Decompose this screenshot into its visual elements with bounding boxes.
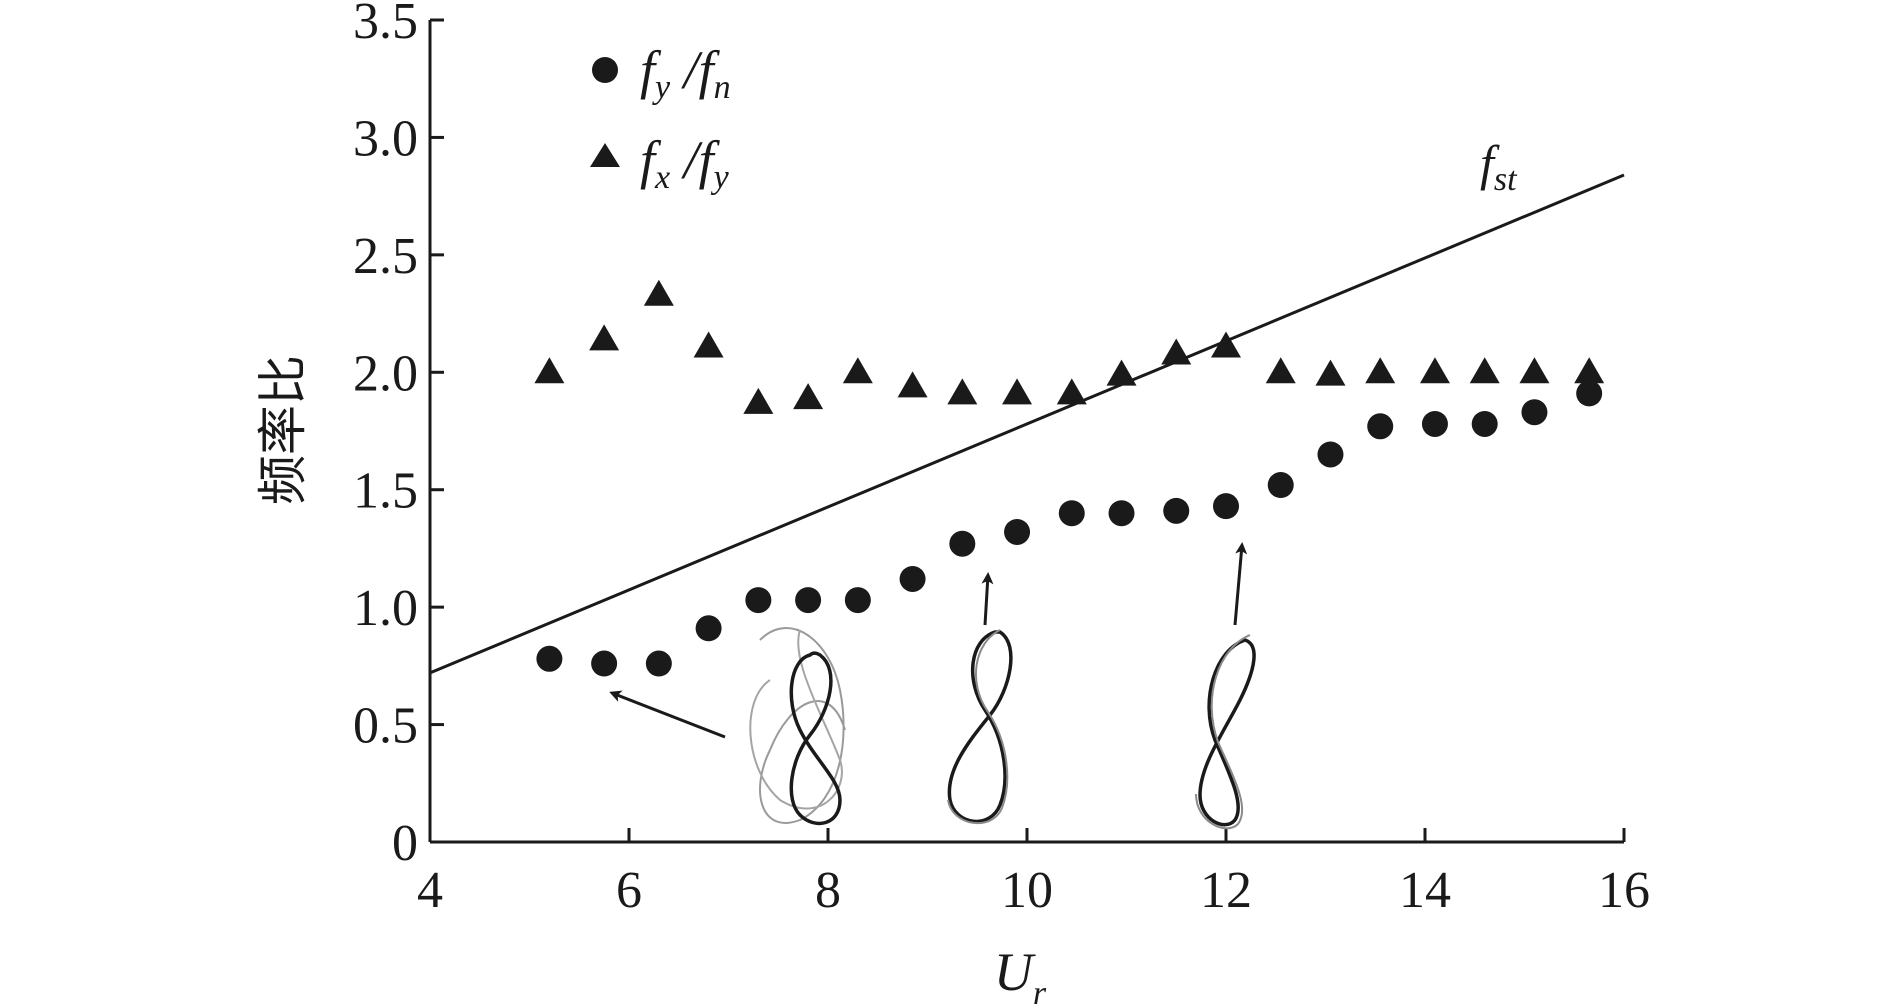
- point-fy-fn: [1367, 413, 1394, 440]
- point-fx-fy: [589, 324, 620, 351]
- legend-marker-triangle: [590, 143, 620, 167]
- point-fx-fy: [534, 357, 565, 384]
- arrow-to-point-2: [981, 572, 994, 626]
- point-fx-fy: [1519, 357, 1550, 384]
- legend-fy2-sub: y: [711, 159, 730, 196]
- point-fx-fy: [743, 387, 774, 414]
- point-fx-fy: [897, 371, 928, 398]
- x-axis-title-sub: r: [1033, 975, 1047, 1005]
- x-ticks: 4 6 8 10 12 14 16: [417, 828, 1650, 919]
- point-fx-fy: [1469, 357, 1500, 384]
- point-fy-fn: [844, 587, 871, 614]
- point-fx-fy: [947, 378, 978, 405]
- trajectory-inset-2: [947, 629, 1013, 825]
- x-tick-label: 8: [815, 862, 841, 919]
- y-ticks: 0 0.5 1.0 1.5 2.0 2.5 3.0 3.5: [353, 0, 444, 872]
- point-fy-fn: [1521, 399, 1548, 426]
- point-fx-fy: [842, 357, 873, 384]
- y-tick-label: 2.0: [353, 345, 418, 402]
- legend-fx-sub: x: [654, 159, 670, 196]
- inset-1-faint-loops-2: [749, 629, 843, 810]
- x-tick-label: 6: [616, 862, 642, 919]
- point-fx-fy: [1574, 357, 1605, 384]
- y-axis-title: 频率比: [254, 355, 312, 505]
- point-fx-fy: [1002, 378, 1033, 405]
- point-fy-fn: [536, 645, 563, 672]
- point-fy-fn: [645, 650, 672, 677]
- y-tick-label: 3.5: [353, 0, 418, 50]
- x-tick-label: 4: [417, 862, 443, 919]
- point-fy-fn: [695, 615, 722, 642]
- series-marks: [534, 279, 1605, 677]
- arrow-to-point-3: [1233, 542, 1248, 626]
- point-fx-fy: [1211, 331, 1241, 358]
- point-fy-fn: [1058, 500, 1085, 527]
- legend-slash-1: /: [670, 40, 704, 100]
- legend-marker-circle: [592, 57, 618, 83]
- point-fy-fn: [1471, 410, 1498, 437]
- point-fy-fn: [1576, 380, 1603, 407]
- point-fx-fy: [1315, 359, 1346, 386]
- y-tick-label: 2.5: [353, 228, 418, 285]
- legend-label-fx-fy: fx /fy: [640, 130, 730, 196]
- point-fy-fn: [795, 587, 822, 614]
- point-fx-fy: [1161, 338, 1192, 365]
- arrow-to-point-1: [609, 690, 726, 739]
- point-fx-fy: [1265, 357, 1296, 384]
- inset-1-main-loop: [789, 651, 842, 826]
- y-tick-label: 1.0: [353, 580, 418, 637]
- x-axis-title-main: U: [994, 942, 1036, 1002]
- point-fx-fy: [793, 383, 824, 410]
- point-fy-fn: [591, 650, 618, 677]
- inset-2-main-loop: [947, 630, 1013, 823]
- reference-line-fst: [429, 173, 1625, 675]
- legend-slash-2: /: [670, 130, 704, 190]
- legend-fn-sub: n: [714, 69, 731, 106]
- reference-line-label-sub: st: [1494, 161, 1518, 198]
- x-tick-label: 16: [1598, 862, 1650, 919]
- y-tick-label: 0: [392, 815, 418, 872]
- x-tick-label: 12: [1200, 862, 1252, 919]
- point-fx-fy: [1419, 357, 1450, 384]
- point-fy-fn: [1163, 497, 1190, 524]
- x-tick-label: 10: [1001, 862, 1053, 919]
- inset-3-main-loop: [1198, 638, 1256, 827]
- legend-label-fy-fn: fy /fn: [640, 40, 731, 106]
- y-tick-label: 0.5: [353, 698, 418, 755]
- point-fy-fn: [745, 587, 772, 614]
- point-fx-fy: [693, 331, 724, 358]
- point-fx-fy: [1106, 359, 1137, 386]
- inset-2-faint-loop: [947, 629, 1009, 825]
- point-fx-fy: [1056, 378, 1087, 405]
- y-tick-label: 3.0: [353, 110, 418, 167]
- trajectory-inset-1: [749, 627, 846, 826]
- legend: fy /fn fx /fy: [590, 40, 731, 196]
- point-fx-fy: [1365, 357, 1396, 384]
- x-tick-label: 14: [1399, 862, 1451, 919]
- point-fy-fn: [949, 530, 976, 557]
- legend-fy-sub: y: [652, 69, 671, 106]
- point-fy-fn: [1267, 472, 1294, 499]
- point-fy-fn: [1213, 493, 1239, 520]
- inset-3-faint-loop: [1195, 634, 1251, 830]
- point-fy-fn: [1317, 441, 1344, 468]
- y-tick-label: 1.5: [353, 463, 418, 520]
- trajectory-inset-3: [1195, 634, 1256, 830]
- point-fy-fn: [1108, 500, 1135, 527]
- reference-line-label: fst: [1480, 135, 1518, 198]
- x-axis-title: Ur: [994, 942, 1047, 1005]
- point-fy-fn: [899, 565, 926, 592]
- point-fy-fn: [1004, 518, 1031, 545]
- point-fy-fn: [1421, 410, 1448, 437]
- point-fx-fy: [643, 279, 674, 306]
